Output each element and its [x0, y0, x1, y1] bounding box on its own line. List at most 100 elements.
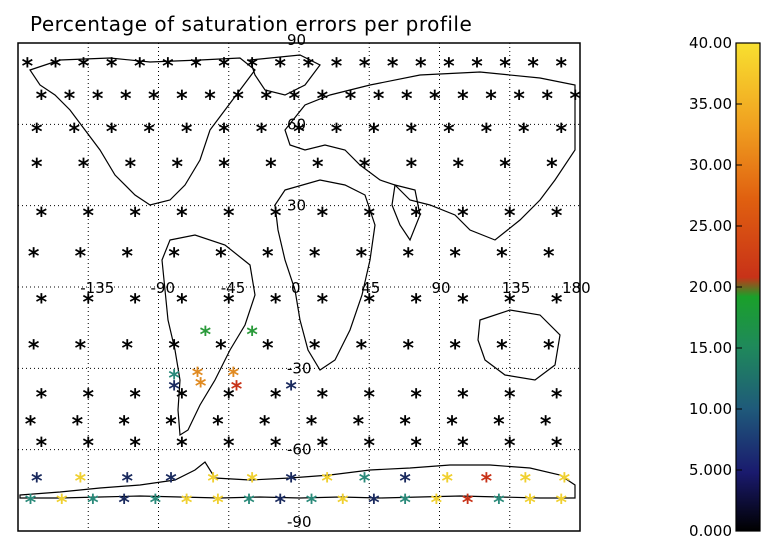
- profile-marker: *: [246, 323, 258, 348]
- profile-marker: *: [481, 120, 493, 145]
- profile-marker: *: [68, 120, 80, 145]
- profile-marker: *: [129, 204, 141, 229]
- lon-label: 180: [562, 279, 591, 297]
- profile-marker: *: [331, 120, 343, 145]
- profile-marker: *: [401, 87, 413, 112]
- lat-label: 30: [287, 197, 306, 215]
- profile-marker: *: [36, 87, 48, 112]
- profile-marker: *: [496, 337, 508, 362]
- profile-marker: *: [176, 204, 188, 229]
- profile-marker: *: [270, 434, 282, 459]
- profile-marker: *: [524, 491, 536, 516]
- profile-marker: *: [429, 87, 441, 112]
- australia-coast: [477, 309, 561, 381]
- profile-marker: *: [457, 291, 469, 316]
- profile-marker: *: [122, 469, 134, 494]
- profile-marker: *: [256, 120, 268, 145]
- profile-marker: *: [78, 55, 90, 80]
- profile-marker: *: [359, 55, 371, 80]
- profile-marker: *: [25, 491, 37, 516]
- profile-marker: *: [36, 204, 48, 229]
- profile-marker: *: [190, 55, 202, 80]
- lat-label: 60: [287, 115, 306, 133]
- profile-marker: *: [317, 204, 329, 229]
- profile-marker: *: [22, 55, 34, 80]
- profile-marker: *: [551, 434, 563, 459]
- profile-marker: *: [181, 120, 193, 145]
- profile-marker: *: [520, 469, 532, 494]
- profile-marker: *: [457, 385, 469, 410]
- india-coast: [391, 184, 421, 242]
- profile-marker: *: [356, 244, 368, 269]
- profile-marker: *: [168, 377, 180, 402]
- africa-coast: [274, 179, 376, 371]
- profile-marker: *: [259, 413, 271, 438]
- profile-marker: *: [321, 469, 333, 494]
- profile-marker: *: [87, 491, 99, 516]
- profile-marker: *: [36, 385, 48, 410]
- profile-marker: *: [493, 491, 505, 516]
- profile-marker: *: [82, 385, 94, 410]
- profile-marker: *: [415, 55, 427, 80]
- profile-marker: *: [406, 120, 418, 145]
- profile-marker: *: [410, 291, 422, 316]
- profile-marker: *: [518, 120, 530, 145]
- profile-marker: *: [359, 155, 371, 180]
- profile-marker: *: [243, 491, 255, 516]
- profile-marker: *: [56, 491, 68, 516]
- profile-marker: *: [446, 413, 458, 438]
- profile-marker: *: [270, 204, 282, 229]
- profile-marker: *: [223, 204, 235, 229]
- profile-marker: *: [215, 337, 227, 362]
- profile-marker: *: [176, 385, 188, 410]
- profile-marker: *: [309, 337, 321, 362]
- profile-marker: *: [28, 244, 40, 269]
- profile-marker: *: [485, 87, 497, 112]
- coastlines: [19, 54, 576, 499]
- profile-marker: *: [215, 244, 227, 269]
- profile-marker: *: [181, 491, 193, 516]
- profile-marker: *: [449, 337, 461, 362]
- profile-marker: *: [171, 155, 183, 180]
- profile-marker: *: [168, 366, 180, 391]
- profile-marker: *: [195, 375, 207, 400]
- profile-marker: *: [176, 434, 188, 459]
- colorbar-ticks: [736, 42, 742, 532]
- profile-marker: *: [228, 364, 240, 389]
- profile-marker: *: [399, 491, 411, 516]
- profile-marker: *: [410, 204, 422, 229]
- profile-marker: *: [275, 55, 287, 80]
- profile-marker: *: [218, 120, 230, 145]
- profile-marker: *: [223, 385, 235, 410]
- lon-label: -135: [80, 279, 114, 297]
- profile-marker: *: [559, 469, 571, 494]
- colorbar-tick-label: 15.00: [689, 339, 732, 357]
- profile-marker: *: [72, 413, 84, 438]
- profile-marker: *: [556, 491, 568, 516]
- profile-marker: *: [373, 87, 385, 112]
- lat-label: 90: [287, 31, 306, 49]
- profile-marker: *: [165, 469, 177, 494]
- profile-marker: *: [462, 491, 474, 516]
- profile-marker: *: [504, 204, 516, 229]
- profile-marker: *: [218, 55, 230, 80]
- profile-marker: *: [443, 120, 455, 145]
- profile-marker: *: [368, 120, 380, 145]
- north-america-coast: [29, 57, 256, 206]
- profile-marker: *: [293, 120, 305, 145]
- profile-marker: *: [452, 155, 464, 180]
- lon-label: 90: [432, 279, 451, 297]
- profile-marker: *: [359, 469, 371, 494]
- profile-marker: *: [78, 155, 90, 180]
- profile-marker: *: [457, 87, 469, 112]
- profile-marker: *: [165, 413, 177, 438]
- profile-marker: *: [345, 87, 357, 112]
- profile-marker: *: [64, 87, 76, 112]
- profile-marker: *: [122, 244, 134, 269]
- profile-marker: *: [176, 291, 188, 316]
- profile-marker: *: [25, 413, 37, 438]
- profile-marker: *: [31, 155, 43, 180]
- profile-marker: *: [399, 413, 411, 438]
- profile-marker: *: [356, 337, 368, 362]
